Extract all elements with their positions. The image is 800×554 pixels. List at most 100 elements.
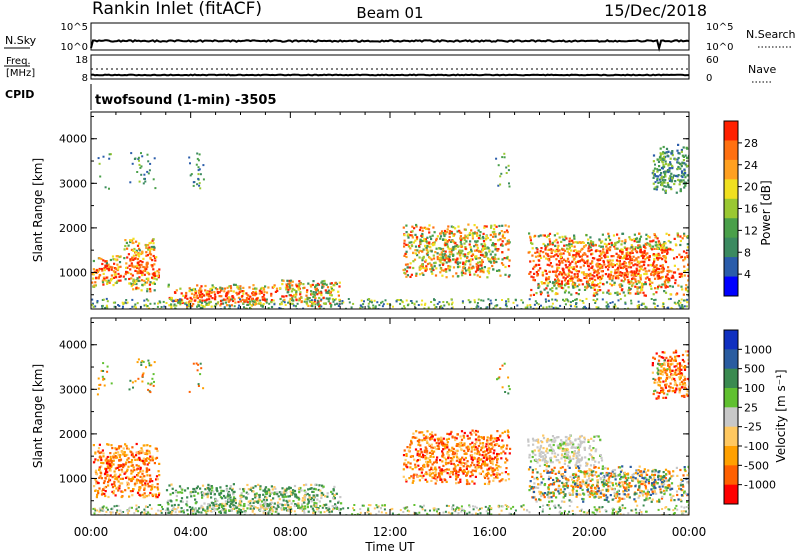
range-cell bbox=[212, 490, 215, 493]
range-cell bbox=[226, 488, 229, 491]
range-cell bbox=[652, 274, 656, 277]
range-cell bbox=[330, 304, 333, 307]
range-cell bbox=[419, 265, 422, 268]
range-cell bbox=[127, 465, 130, 468]
range-cell bbox=[590, 266, 593, 269]
range-cell bbox=[143, 475, 146, 478]
range-cell bbox=[546, 291, 549, 294]
range-cell bbox=[175, 304, 178, 307]
range-cell bbox=[111, 255, 115, 258]
range-cell bbox=[672, 276, 675, 279]
range-cell bbox=[623, 274, 626, 277]
range-cell bbox=[290, 493, 293, 496]
range-cell bbox=[135, 468, 139, 471]
range-cell bbox=[328, 297, 331, 300]
range-cell bbox=[653, 187, 656, 190]
range-cell bbox=[290, 290, 293, 293]
range-cell bbox=[501, 299, 503, 301]
range-cell bbox=[661, 264, 664, 267]
range-cell bbox=[651, 264, 655, 267]
range-cell bbox=[259, 503, 262, 506]
range-cell bbox=[252, 284, 255, 287]
range-cell bbox=[458, 249, 461, 252]
range-cell bbox=[652, 176, 655, 179]
range-cell bbox=[620, 274, 623, 277]
range-cell bbox=[469, 240, 472, 243]
range-cell bbox=[136, 302, 139, 305]
range-cell bbox=[566, 280, 570, 283]
range-cell bbox=[102, 283, 105, 286]
range-cell bbox=[210, 496, 213, 499]
range-cell bbox=[607, 235, 611, 238]
range-cell bbox=[411, 225, 414, 228]
range-cell bbox=[418, 256, 421, 259]
range-cell bbox=[682, 146, 685, 149]
range-cell bbox=[179, 500, 182, 503]
range-cell bbox=[539, 234, 542, 237]
range-cell bbox=[548, 270, 551, 273]
range-cell bbox=[196, 305, 199, 308]
range-cell bbox=[662, 269, 665, 272]
range-cell bbox=[505, 302, 508, 305]
range-cell bbox=[125, 262, 128, 265]
range-cell bbox=[526, 306, 529, 309]
range-cell bbox=[245, 491, 248, 494]
range-cell bbox=[410, 241, 413, 244]
range-cell bbox=[541, 274, 545, 277]
range-cell bbox=[402, 226, 405, 229]
range-cell bbox=[406, 243, 409, 247]
range-cell bbox=[613, 283, 616, 286]
range-cell bbox=[121, 482, 124, 485]
range-cell bbox=[489, 466, 492, 470]
range-cell bbox=[562, 271, 565, 274]
range-cell bbox=[492, 235, 495, 238]
range-cell bbox=[414, 473, 417, 476]
range-cell bbox=[655, 188, 658, 191]
range-cell bbox=[502, 233, 505, 236]
range-cell bbox=[123, 302, 126, 305]
range-cell bbox=[573, 234, 576, 237]
range-cell bbox=[276, 493, 279, 496]
range-cell bbox=[630, 246, 633, 249]
range-cell bbox=[198, 168, 201, 171]
range-cell bbox=[216, 508, 219, 511]
range-cell bbox=[428, 469, 431, 472]
range-cell bbox=[424, 446, 427, 449]
range-cell bbox=[600, 241, 603, 244]
range-cell bbox=[654, 244, 657, 247]
range-cell bbox=[462, 434, 465, 437]
range-cell bbox=[673, 301, 676, 304]
range-cell bbox=[676, 149, 679, 152]
range-cell bbox=[372, 304, 375, 307]
range-cell bbox=[532, 293, 535, 296]
range-cell bbox=[598, 275, 602, 278]
range-cell bbox=[190, 288, 193, 292]
range-cell bbox=[119, 473, 122, 476]
range-cell bbox=[434, 306, 437, 309]
range-cell bbox=[199, 487, 202, 490]
range-cell bbox=[444, 243, 447, 247]
range-cell bbox=[284, 489, 287, 492]
range-cell bbox=[445, 463, 448, 466]
range-cell bbox=[97, 492, 100, 495]
colorbar-tick-label: 20 bbox=[744, 181, 758, 194]
range-cell bbox=[405, 299, 408, 302]
range-cell bbox=[143, 279, 146, 282]
range-cell bbox=[301, 497, 305, 500]
range-cell bbox=[469, 260, 472, 263]
range-cell bbox=[538, 263, 541, 266]
range-cell bbox=[621, 252, 624, 255]
range-cell bbox=[593, 285, 596, 288]
range-cell bbox=[127, 483, 130, 486]
range-cell bbox=[291, 295, 294, 298]
range-cell bbox=[174, 291, 177, 294]
range-cell bbox=[206, 291, 209, 294]
range-cell bbox=[441, 454, 444, 457]
range-cell bbox=[366, 298, 369, 301]
range-cell bbox=[193, 293, 196, 296]
range-cell bbox=[560, 240, 563, 243]
range-cell bbox=[554, 244, 557, 247]
range-cell bbox=[278, 503, 281, 506]
range-cell bbox=[119, 482, 122, 485]
range-cell bbox=[599, 278, 602, 281]
